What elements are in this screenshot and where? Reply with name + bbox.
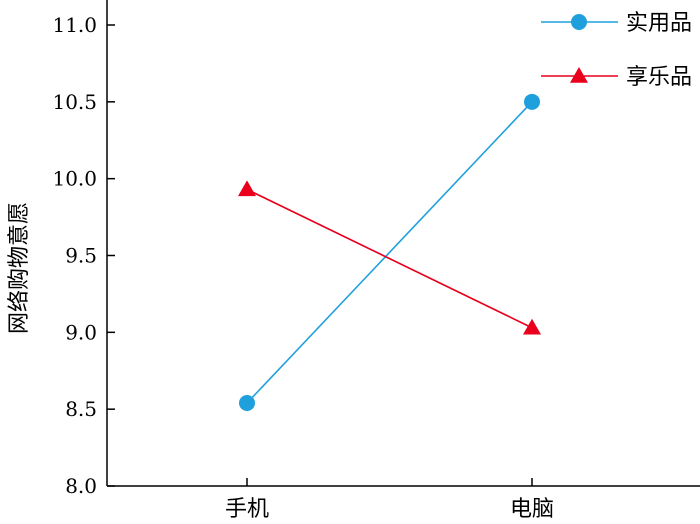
data-point	[523, 318, 541, 335]
legend-label: 实用品	[626, 11, 692, 36]
y-tick-label: 8.5	[65, 397, 97, 421]
legend-marker	[570, 67, 588, 83]
legend-item: 实用品	[541, 11, 692, 36]
y-tick-label: 8.0	[65, 474, 97, 498]
y-tick-label: 9.0	[65, 320, 97, 344]
legend-marker	[571, 14, 587, 30]
y-tick-label: 9.5	[65, 244, 97, 268]
series-2	[238, 180, 541, 335]
x-tick-label: 手机	[225, 497, 269, 522]
y-tick-label: 10.0	[52, 167, 97, 191]
x-tick-label: 电脑	[510, 497, 554, 522]
y-axis: 网络购物意愿	[7, 0, 108, 486]
legend-label: 享乐品	[626, 65, 692, 90]
y-axis-title: 网络购物意愿	[7, 202, 32, 334]
series-line	[246, 101, 533, 404]
series-layer	[238, 93, 541, 412]
data-point	[524, 93, 540, 110]
data-point	[239, 395, 255, 412]
y-tick-label: 10.5	[52, 90, 97, 114]
y-ticks: 8.0 8.5 9.0 9.5 10.0 10.5 11.0	[52, 13, 115, 498]
series-line	[246, 188, 533, 329]
y-tick-label: 11.0	[52, 13, 97, 37]
x-ticks: 手机 电脑	[225, 478, 554, 522]
series-1	[239, 93, 540, 412]
data-point	[238, 180, 256, 197]
legend-item: 享乐品	[541, 65, 692, 90]
